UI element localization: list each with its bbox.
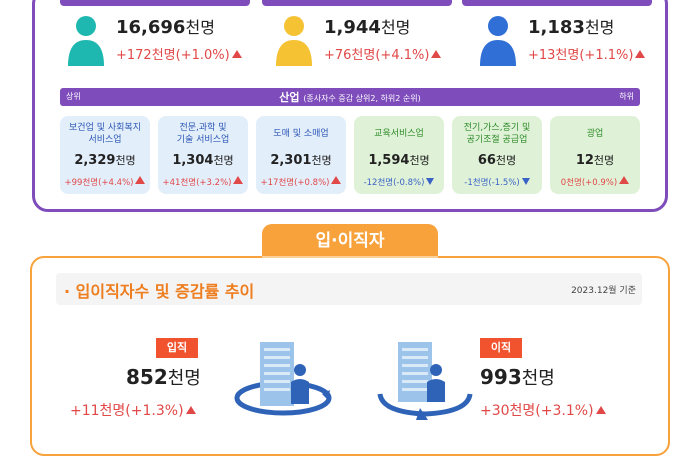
building-exit-icon <box>377 342 473 420</box>
hire-badge: 입직 <box>156 338 198 358</box>
arrow-up-icon <box>595 406 606 414</box>
arrow-up-icon <box>185 406 196 414</box>
hire-value: 852천명 <box>126 365 201 389</box>
person-icon <box>480 16 516 66</box>
reference-date: 2023.12월 기준 <box>571 286 636 296</box>
arrow-up-icon <box>233 176 244 184</box>
hire-change: +11천명(+1.3%) <box>70 400 196 420</box>
person-icon <box>276 16 312 66</box>
top-rank-label: 상위 <box>66 92 81 101</box>
stat-value: 1,183천명 <box>528 17 615 38</box>
industry-header: 상위 산업 (종사자수 증감 상위2, 하위2 순위) 하위 <box>60 88 640 106</box>
subtitle-text: · 입이직자수 및 증감률 추이 <box>64 282 255 301</box>
arrow-up-icon <box>431 50 442 58</box>
industry-cards: 보건업 및 사회복지 서비스업 2,329천명 +99천명(+4.4%) 전문,과… <box>60 116 640 194</box>
industry-card: 전기,가스,증기 및 공기조절 공급업 66천명 -1천명(-1.5%) <box>452 116 542 194</box>
arrow-up-icon <box>331 176 342 184</box>
arrow-up-icon <box>619 176 630 184</box>
industry-card: 교육서비스업 1,594천명 -12천명(-0.8%) <box>354 116 444 194</box>
arrow-down-icon <box>426 178 435 185</box>
arrow-down-icon <box>521 178 530 185</box>
section-tab: 입·이직자 <box>262 224 438 258</box>
separation-badge: 이직 <box>480 338 522 358</box>
industry-card: 전문,과학 및 기술 서비스업 1,304천명 +41천명(+3.2%) <box>158 116 248 194</box>
stat-third: 1,183천명 +13천명(+1.1%) <box>462 0 652 80</box>
bottom-rank-label: 하위 <box>619 92 634 101</box>
stat-change: +172천명(+1.0%) <box>116 44 242 63</box>
building-entry-icon <box>234 342 332 416</box>
separation-change: +30천명(+3.1%) <box>480 400 606 420</box>
arrow-up-icon <box>135 176 146 184</box>
industry-card: 보건업 및 사회복지 서비스업 2,329천명 +99천명(+4.4%) <box>60 116 150 194</box>
stat-change: +13천명(+1.1%) <box>528 44 646 63</box>
arrow-up-icon <box>231 50 242 58</box>
separation-value: 993천명 <box>480 365 555 389</box>
stat-value: 1,944천명 <box>324 17 411 38</box>
stat-change: +76천명(+4.1%) <box>324 44 442 63</box>
section-subtitle: · 입이직자수 및 증감률 추이 2023.12월 기준 <box>56 273 642 305</box>
arrow-up-icon <box>635 50 646 58</box>
industry-card: 도매 및 소매업 2,301천명 +17천명(+0.8%) <box>256 116 346 194</box>
stat-total: 16,696천명 +172천명(+1.0%) <box>60 0 250 80</box>
top-stats: 16,696천명 +172천명(+1.0%) 1,944천명 +76천명(+4.… <box>0 0 700 80</box>
industry-card: 광업 12천명 0천명(+0.9%) <box>550 116 640 194</box>
stat-second: 1,944천명 +76천명(+4.1%) <box>262 0 452 80</box>
stat-value: 16,696천명 <box>116 17 215 38</box>
industry-title: 산업 (종사자수 증감 상위2, 하위2 순위) <box>279 91 421 104</box>
person-icon <box>68 16 104 66</box>
